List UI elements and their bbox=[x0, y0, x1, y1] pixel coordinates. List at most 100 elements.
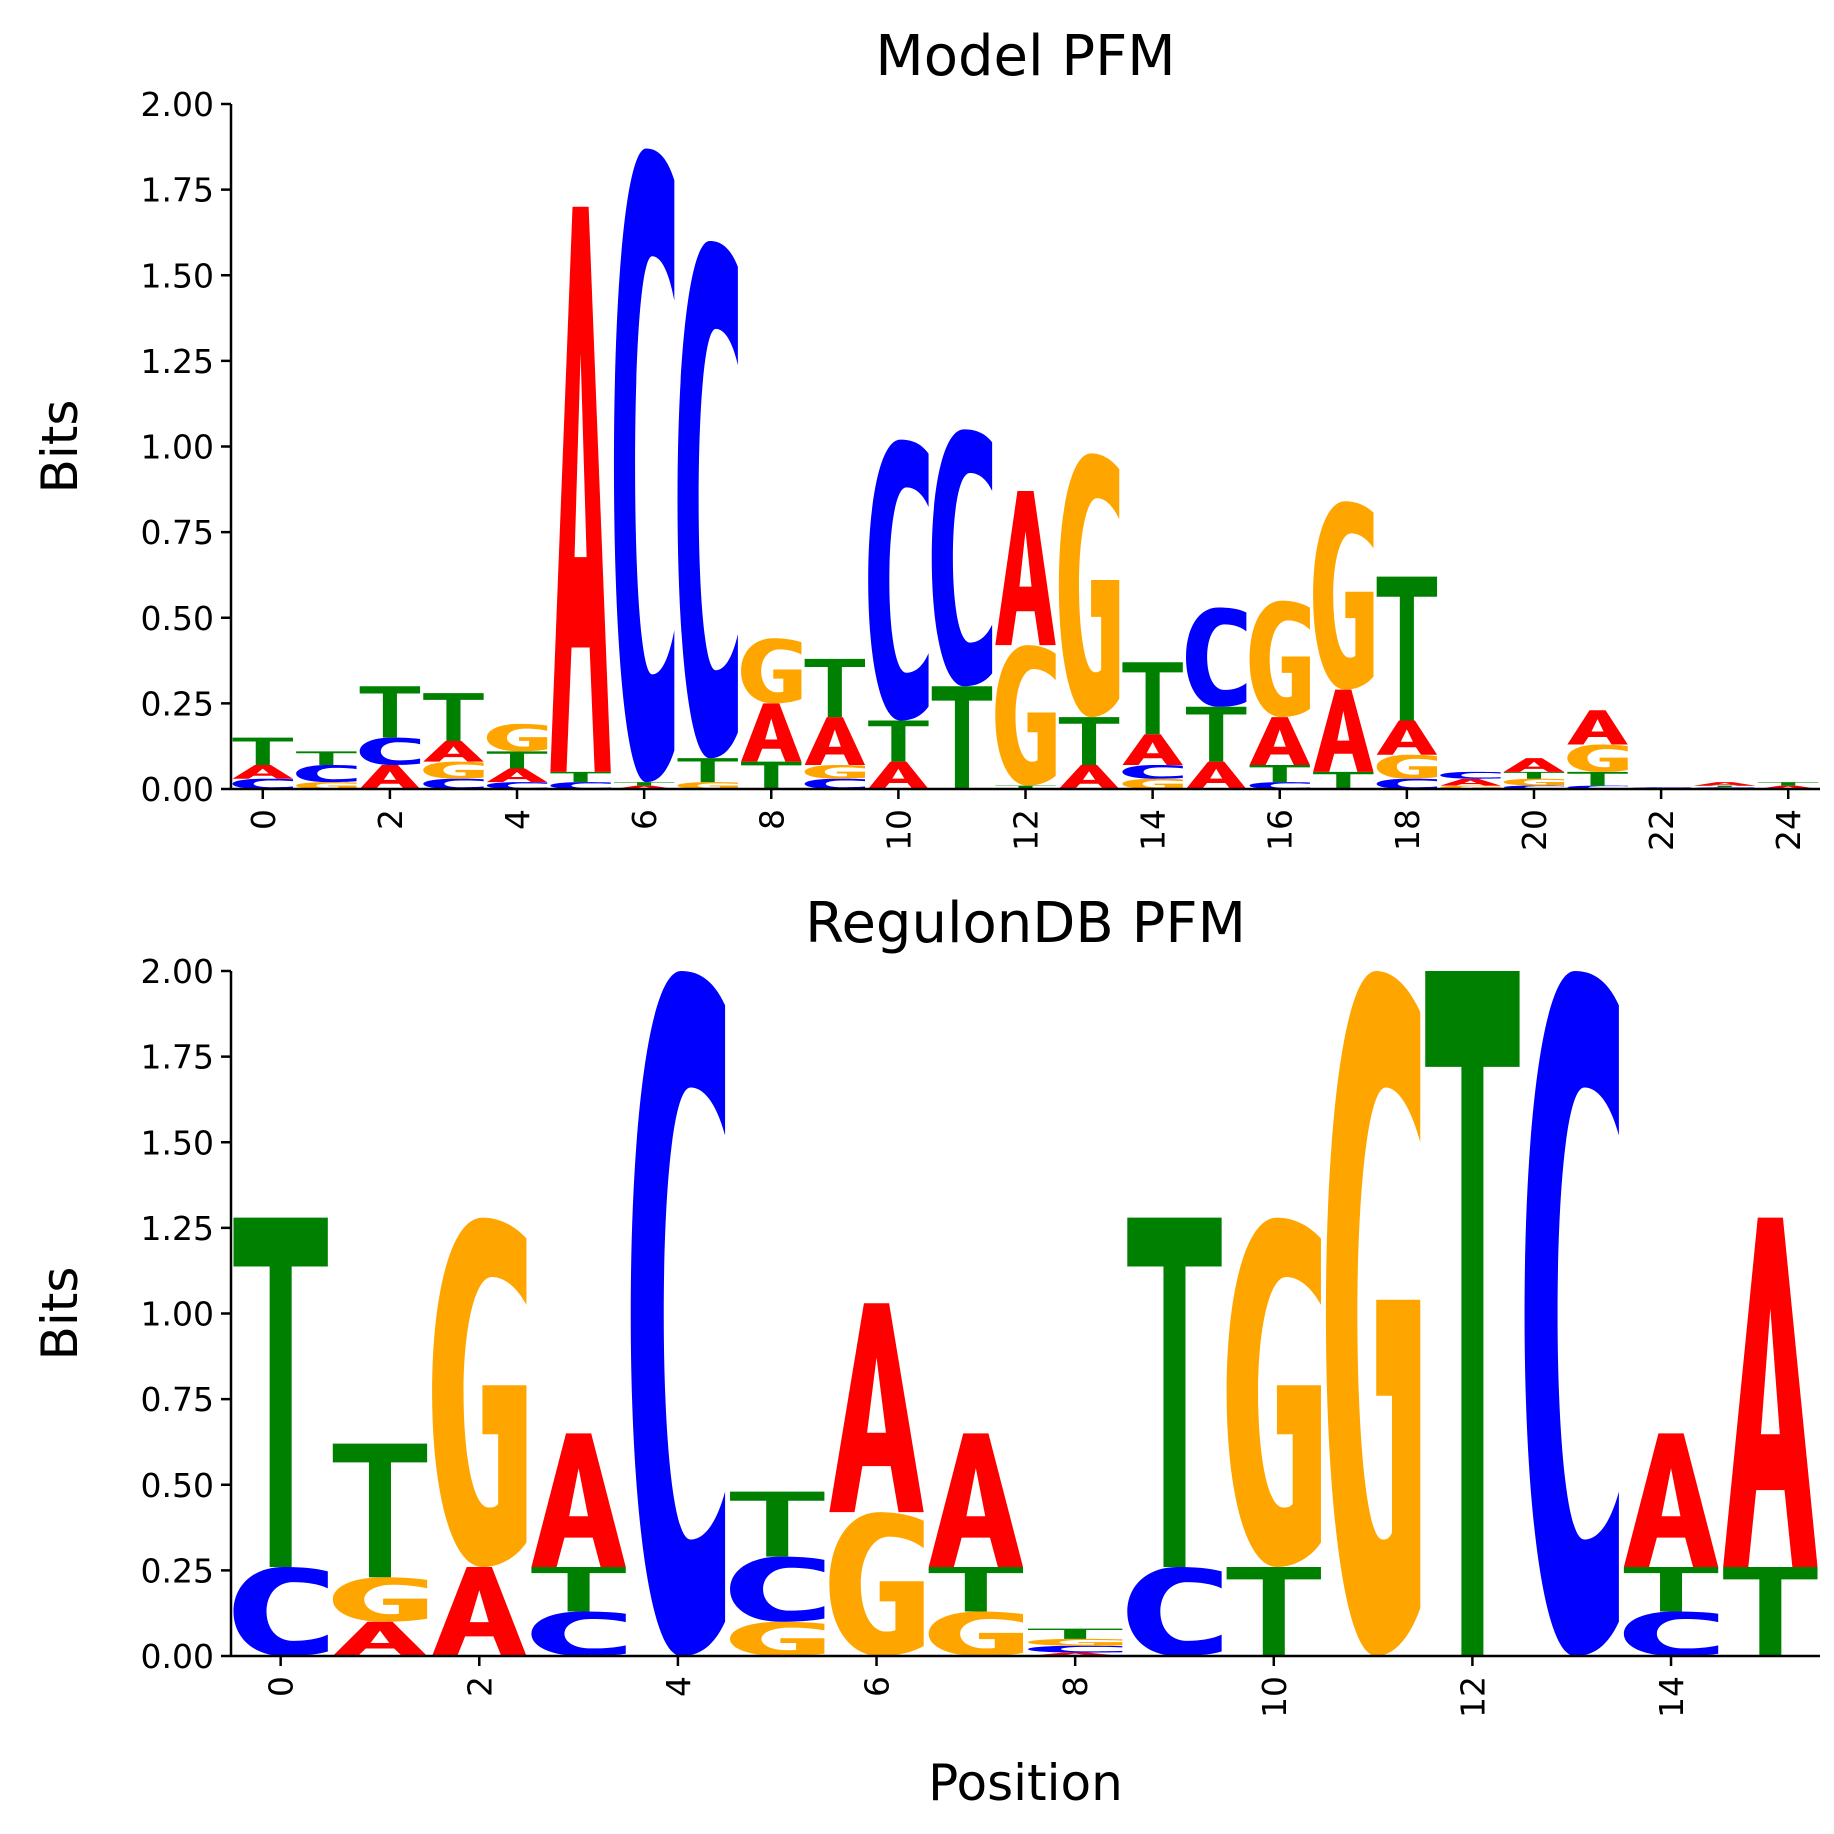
logo-letter-T-pos-15 bbox=[1185, 706, 1247, 762]
logo-letter-A-pos-16 bbox=[1249, 717, 1310, 766]
logo-letter-G-pos-14 bbox=[1122, 778, 1183, 789]
logo-letter-T-pos-16 bbox=[1249, 765, 1310, 783]
logo-letter-C-pos-7 bbox=[677, 241, 738, 759]
y-tick-label: 0.50 bbox=[141, 599, 214, 638]
x-tick-label: 4 bbox=[498, 809, 537, 830]
logo-letter-T-pos-4 bbox=[486, 751, 548, 769]
model-pfm-logo: Model PFM Bits 0.00 0.25 0.50 0.75 1.00 1.25 1.5… bbox=[31, 24, 1820, 851]
logo-letter-A-pos-4 bbox=[486, 768, 548, 783]
y-tick-label: 1.50 bbox=[141, 1123, 214, 1162]
logo-letter-C-pos-4 bbox=[486, 782, 548, 789]
logo-letter-T-pos-9 bbox=[1127, 1217, 1222, 1567]
logo-letter-G-pos-1 bbox=[332, 1577, 428, 1622]
logo-letter-C-pos-16 bbox=[1249, 782, 1310, 789]
logo-letter-T-pos-15 bbox=[1723, 1566, 1818, 1656]
logo-letter-A-pos-13 bbox=[1058, 765, 1120, 789]
logo-letter-C-pos-8 bbox=[1027, 1645, 1123, 1653]
logo-letter-T-pos-1 bbox=[332, 1443, 428, 1578]
logo-letter-T-pos-3 bbox=[531, 1566, 626, 1612]
x-tick-label: 18 bbox=[1388, 809, 1427, 851]
logo-letter-T-pos-7 bbox=[928, 1566, 1024, 1612]
logo-letter-A-pos-0 bbox=[232, 765, 293, 779]
logo-letter-T-pos-21 bbox=[1567, 771, 1628, 786]
y-tick-label: 0.25 bbox=[141, 1551, 214, 1590]
logo-letter-A-pos-9 bbox=[804, 717, 866, 766]
logo-letter-T-pos-9 bbox=[804, 658, 866, 718]
y-tick-label: 1.50 bbox=[141, 256, 214, 295]
logo-letter-T-pos-17 bbox=[1313, 771, 1374, 789]
logo-letter-T-pos-6 bbox=[613, 782, 675, 786]
logo-letter-T-pos-0 bbox=[232, 737, 293, 766]
logo-letter-A-pos-6 bbox=[829, 1303, 924, 1513]
logo-letter-C-pos-3 bbox=[531, 1611, 626, 1656]
x-tick-label: 10 bbox=[879, 809, 918, 851]
logo-letter-C-pos-3 bbox=[423, 778, 484, 789]
x-tick-label: 24 bbox=[1769, 809, 1808, 851]
logo-letter-T-pos-8 bbox=[1027, 1628, 1123, 1639]
logo-letter-T-pos-3 bbox=[423, 693, 484, 742]
logo-letter-A-pos-12 bbox=[995, 491, 1056, 646]
logo-letter-A-pos-2 bbox=[432, 1566, 527, 1656]
logo-letter-A-pos-15 bbox=[1723, 1217, 1818, 1567]
logo-letter-A-pos-1 bbox=[332, 1621, 428, 1656]
logo-letter-G-pos-7 bbox=[928, 1611, 1024, 1656]
logo-letter-C-pos-6 bbox=[613, 148, 675, 783]
logo-letter-G-pos-7 bbox=[677, 782, 738, 789]
y-tick-label: 2.00 bbox=[141, 85, 214, 124]
y-tick-label: 1.00 bbox=[141, 1295, 214, 1334]
y-axis-label: Bits bbox=[31, 400, 89, 494]
y-tick-label: 1.25 bbox=[141, 1209, 214, 1248]
logo-letter-C-pos-5 bbox=[730, 1556, 825, 1622]
logo-letter-G-pos-5 bbox=[730, 1621, 825, 1656]
logo-letter-T-pos-13 bbox=[1058, 717, 1120, 766]
chart-title: Model PFM bbox=[875, 24, 1175, 89]
logo-letter-G-pos-8 bbox=[741, 638, 802, 704]
logo-letter-A-pos-19 bbox=[1440, 778, 1501, 786]
logo-letter-T-pos-10 bbox=[1226, 1566, 1321, 1656]
x-tick-label: 20 bbox=[1515, 809, 1554, 851]
logo-letter-A-pos-5 bbox=[550, 206, 611, 772]
logo-letter-C-pos-14 bbox=[1122, 765, 1183, 779]
logo-letter-C-pos-2 bbox=[359, 737, 421, 766]
x-tick-label: 0 bbox=[262, 1676, 301, 1697]
logo-letter-A-pos-2 bbox=[359, 765, 421, 789]
y-tick-label: 1.00 bbox=[141, 428, 214, 467]
logo-letter-T-pos-11 bbox=[931, 686, 993, 789]
logo-letter-T-pos-5 bbox=[550, 771, 611, 783]
logo-letter-T-pos-14 bbox=[1623, 1566, 1719, 1612]
logo-letter-T-pos-2 bbox=[359, 686, 421, 738]
logo-letter-G-pos-16 bbox=[1249, 600, 1310, 718]
logo-letter-G-pos-20 bbox=[1503, 778, 1565, 786]
logo-letter-T-pos-7 bbox=[677, 758, 738, 783]
chart-title: RegulonDB PFM bbox=[805, 891, 1246, 956]
logo-letter-A-pos-3 bbox=[531, 1433, 626, 1567]
y-tick-label: 2.00 bbox=[141, 952, 214, 991]
logo-letter-A-pos-14 bbox=[1122, 734, 1183, 766]
logo-letter-C-pos-9 bbox=[804, 778, 866, 789]
logo-letter-G-pos-8 bbox=[1027, 1638, 1123, 1646]
x-tick-label: 6 bbox=[858, 1676, 897, 1697]
logo-letter-C-pos-15 bbox=[1185, 607, 1247, 707]
logo-letter-G-pos-2 bbox=[432, 1217, 527, 1567]
logo-letter-T-pos-8 bbox=[741, 761, 802, 789]
logo-letter-G-pos-13 bbox=[1058, 453, 1120, 718]
logo-letter-G-pos-11 bbox=[1325, 971, 1421, 1656]
x-tick-label: 14 bbox=[1652, 1676, 1691, 1718]
y-tick-label: 1.75 bbox=[141, 171, 214, 210]
logo-letter-C-pos-18 bbox=[1376, 778, 1438, 789]
logo-letter-A-pos-18 bbox=[1376, 720, 1438, 755]
logo-letter-A-pos-8 bbox=[741, 703, 802, 762]
x-tick-label: 2 bbox=[371, 809, 410, 830]
y-tick-label: 0.25 bbox=[141, 684, 214, 723]
x-tick-label: 10 bbox=[1255, 1676, 1294, 1718]
x-tick-label: 4 bbox=[659, 1676, 698, 1697]
x-tick-label: 12 bbox=[1453, 1676, 1492, 1718]
logo-letter-A-pos-20 bbox=[1503, 758, 1565, 772]
logo-letter-A-pos-23 bbox=[1694, 782, 1755, 786]
regulondb-pfm-logo: RegulonDB PFM Bits Position 0.00 0.25 0.50 0.7… bbox=[31, 891, 1820, 1812]
logo-letter-C-pos-9 bbox=[1127, 1566, 1222, 1656]
logo-letter-A-pos-3 bbox=[423, 741, 484, 762]
logo-letter-A-pos-7 bbox=[928, 1433, 1024, 1567]
logo-letter-T-pos-0 bbox=[233, 1217, 328, 1567]
